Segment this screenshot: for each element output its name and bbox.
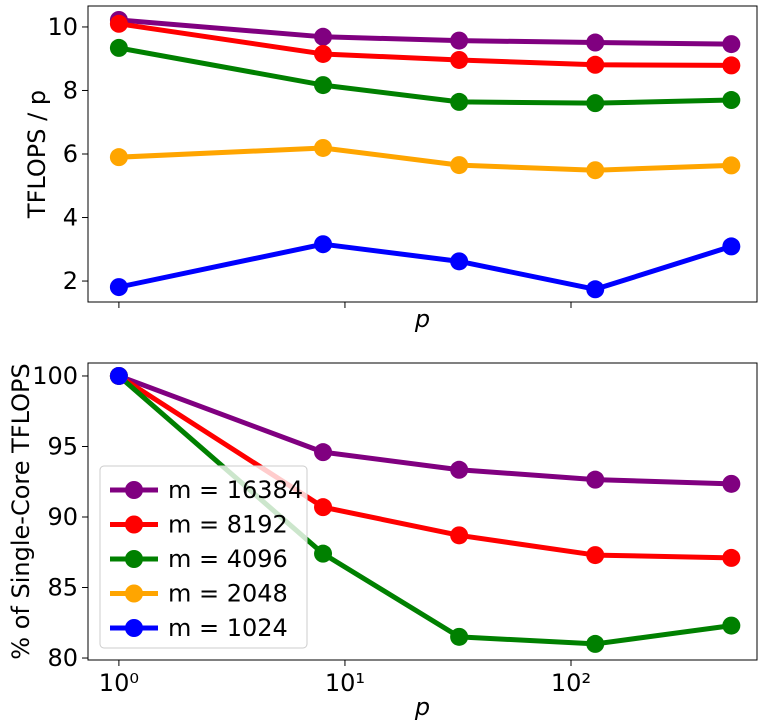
data-point: [722, 56, 741, 75]
data-point: [314, 498, 333, 517]
legend-marker: [125, 584, 143, 603]
data-point: [586, 55, 605, 74]
data-point: [450, 627, 469, 646]
legend-label: m = 4096: [168, 545, 288, 573]
data-point: [109, 148, 128, 167]
legend-label: m = 8192: [168, 511, 288, 539]
data-point: [586, 280, 605, 299]
y-axis-label: TFLOPS / p: [23, 90, 51, 219]
subplot: 80 85 90 95 100 10⁰ 10¹ 10² p % of Single-Core TF…: [7, 362, 758, 721]
subplot: 2 4 6 8 10 p TFLOPS / p: [23, 5, 758, 333]
data-point: [722, 237, 741, 256]
data-point: [109, 366, 128, 385]
legend-marker: [125, 515, 143, 534]
data-point: [314, 235, 333, 254]
data-point: [314, 443, 333, 462]
data-point: [722, 91, 741, 110]
x-axis-label: p: [414, 305, 430, 333]
y-tick-label: 90: [47, 503, 78, 531]
legend-label: m = 1024: [168, 614, 288, 642]
data-point: [586, 546, 605, 565]
data-point: [450, 92, 469, 111]
legend-marker: [125, 550, 143, 568]
y-tick-label: 80: [47, 644, 78, 672]
data-point: [586, 33, 605, 52]
y-tick-label: 95: [47, 432, 78, 460]
data-point: [586, 161, 605, 180]
legend-box: [99, 465, 308, 649]
x-tick-label: 10²: [551, 669, 591, 697]
legend-marker: [125, 481, 143, 499]
legend-marker: [125, 619, 143, 637]
data-point: [450, 156, 469, 175]
data-point: [314, 138, 333, 157]
series-line: [118, 145, 732, 173]
data-point: [314, 44, 333, 63]
data-point: [722, 35, 741, 54]
series-line: [118, 241, 733, 292]
data-point: [450, 31, 469, 50]
series-line: [118, 17, 732, 47]
y-tick-label: 100: [32, 362, 78, 390]
x-axis-label: p: [414, 693, 430, 721]
y-tick-label: 6: [63, 140, 78, 168]
y-tick-label: 85: [47, 574, 78, 602]
data-point: [314, 27, 333, 46]
data-point: [722, 156, 741, 175]
data-point: [450, 460, 469, 479]
data-point: [314, 76, 333, 95]
data-point: [586, 94, 605, 113]
data-point: [586, 634, 605, 653]
x-tick-label: 10¹: [325, 669, 365, 697]
data-point: [109, 38, 128, 57]
legend-label: m = 2048: [168, 580, 288, 608]
data-point: [109, 14, 128, 33]
data-point: [109, 278, 128, 297]
data-point: [586, 470, 605, 489]
data-point: [314, 544, 333, 563]
x-tick-label: 10⁰: [99, 669, 139, 697]
y-tick-label: 4: [63, 204, 78, 232]
legend-label: m = 16384: [168, 476, 303, 504]
data-point: [450, 252, 469, 271]
y-tick-label: 8: [63, 76, 78, 104]
data-point: [450, 50, 469, 69]
y-tick-label: 10: [47, 13, 78, 41]
axes-frame: [87, 362, 758, 661]
data-point: [722, 474, 741, 493]
data-point: [722, 616, 741, 635]
y-axis-label: % of Single-Core TFLOPS: [7, 363, 35, 659]
data-point: [722, 548, 741, 567]
y-tick-label: 2: [63, 267, 78, 295]
data-point: [450, 526, 469, 545]
